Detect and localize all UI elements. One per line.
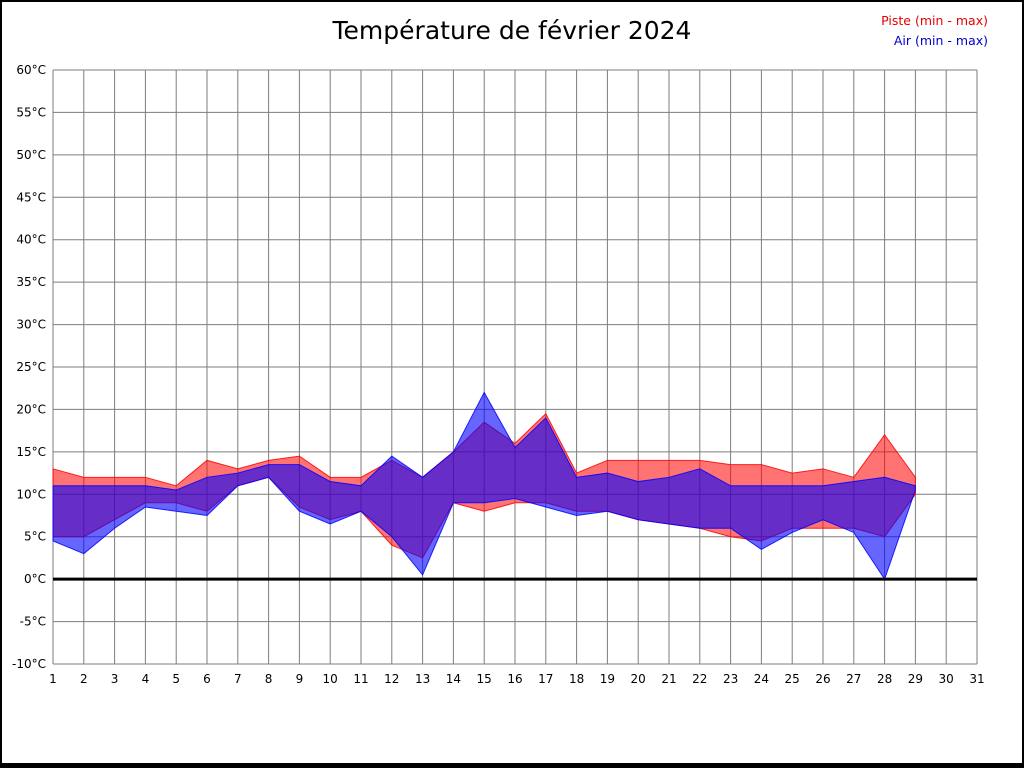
y-axis-tick-labels: 60°C 55°C 50°C 45°C 40°C 35°C 30°C 25°C 20°C 15°C… bbox=[12, 63, 46, 671]
svg-text:12: 12 bbox=[384, 672, 399, 686]
svg-text:0°C: 0°C bbox=[24, 572, 46, 586]
svg-text:26: 26 bbox=[815, 672, 830, 686]
svg-text:30: 30 bbox=[939, 672, 954, 686]
svg-text:5°C: 5°C bbox=[24, 530, 46, 544]
svg-text:19: 19 bbox=[600, 672, 615, 686]
svg-text:28: 28 bbox=[877, 672, 892, 686]
legend: Piste (min - max) Air (min - max) bbox=[881, 11, 988, 51]
svg-text:21: 21 bbox=[661, 672, 676, 686]
svg-text:20: 20 bbox=[631, 672, 646, 686]
svg-text:23: 23 bbox=[723, 672, 738, 686]
svg-text:60°C: 60°C bbox=[16, 63, 46, 77]
svg-text:8: 8 bbox=[265, 672, 273, 686]
svg-text:29: 29 bbox=[908, 672, 923, 686]
svg-text:55°C: 55°C bbox=[16, 105, 46, 119]
svg-text:25: 25 bbox=[785, 672, 800, 686]
svg-text:-10°C: -10°C bbox=[12, 657, 46, 671]
svg-text:-5°C: -5°C bbox=[20, 615, 46, 629]
svg-text:22: 22 bbox=[692, 672, 707, 686]
svg-text:17: 17 bbox=[538, 672, 553, 686]
svg-text:40°C: 40°C bbox=[16, 233, 46, 247]
x-axis-tick-labels: 1 2 3 4 5 6 7 8 9 10 11 12 13 14 15 16 17 18 19 20 21 22 23 24 2… bbox=[49, 672, 984, 686]
svg-text:11: 11 bbox=[353, 672, 368, 686]
svg-text:6: 6 bbox=[203, 672, 211, 686]
svg-text:50°C: 50°C bbox=[16, 148, 46, 162]
svg-text:10: 10 bbox=[323, 672, 338, 686]
air-minmax-band bbox=[52, 391, 916, 581]
svg-text:15: 15 bbox=[477, 672, 492, 686]
svg-text:14: 14 bbox=[446, 672, 461, 686]
svg-text:45°C: 45°C bbox=[16, 190, 46, 204]
svg-text:31: 31 bbox=[969, 672, 984, 686]
grid bbox=[52, 69, 978, 665]
svg-text:3: 3 bbox=[111, 672, 119, 686]
legend-item-air: Air (min - max) bbox=[893, 33, 988, 48]
svg-text:2: 2 bbox=[80, 672, 88, 686]
svg-text:15°C: 15°C bbox=[16, 445, 46, 459]
svg-text:27: 27 bbox=[846, 672, 861, 686]
svg-text:20°C: 20°C bbox=[16, 402, 46, 416]
svg-text:24: 24 bbox=[754, 672, 769, 686]
chart-title: Température de février 2024 bbox=[332, 16, 692, 45]
svg-text:25°C: 25°C bbox=[16, 360, 46, 374]
svg-text:1: 1 bbox=[49, 672, 57, 686]
legend-item-piste: Piste (min - max) bbox=[881, 13, 988, 28]
svg-text:5: 5 bbox=[172, 672, 180, 686]
svg-text:13: 13 bbox=[415, 672, 430, 686]
svg-text:30°C: 30°C bbox=[16, 318, 46, 332]
svg-text:18: 18 bbox=[569, 672, 584, 686]
svg-text:10°C: 10°C bbox=[16, 487, 46, 501]
svg-text:16: 16 bbox=[507, 672, 522, 686]
svg-text:7: 7 bbox=[234, 672, 242, 686]
svg-text:35°C: 35°C bbox=[16, 275, 46, 289]
svg-text:9: 9 bbox=[296, 672, 304, 686]
svg-text:4: 4 bbox=[142, 672, 150, 686]
